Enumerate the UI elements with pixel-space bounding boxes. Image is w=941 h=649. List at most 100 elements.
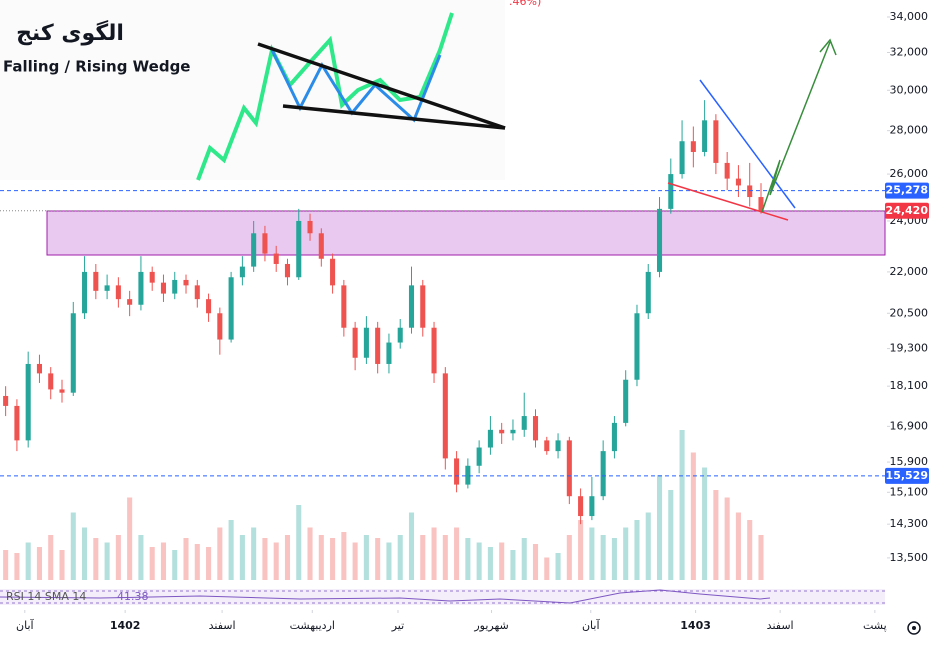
volume-bar — [115, 535, 121, 580]
candle-body — [273, 253, 279, 264]
candle-body — [25, 363, 31, 441]
candle-body — [600, 451, 606, 497]
volume-bar — [420, 535, 426, 580]
candle-body — [36, 363, 42, 374]
candle-body — [510, 429, 516, 434]
wedge-upper-line — [699, 79, 796, 209]
candle-body — [341, 285, 347, 328]
settings-icon-ring[interactable] — [907, 621, 921, 635]
volume-bar — [183, 538, 189, 580]
inset-subtitle: Falling / Rising Wedge — [3, 58, 191, 76]
rsi-label: RSI 14 SMA 14 — [6, 590, 86, 603]
candle-body — [611, 422, 617, 452]
candle-body — [747, 185, 753, 198]
volume-bar — [138, 535, 144, 580]
candle-body — [239, 266, 245, 278]
candle-body — [115, 285, 121, 300]
y-tick-label: 13,500 — [890, 551, 929, 564]
settings-icon[interactable] — [907, 621, 921, 635]
volume-bar — [296, 505, 302, 580]
candle-body — [476, 447, 482, 466]
x-tick-label: اسفند — [767, 619, 794, 632]
y-tick-label: 19,300 — [890, 342, 929, 355]
volume-bar — [702, 467, 708, 580]
candle-body — [127, 299, 133, 305]
y-tick-label: 16,900 — [890, 419, 929, 432]
candle-body — [532, 416, 539, 441]
x-tick-label: آبان — [582, 618, 600, 632]
candle-body — [363, 327, 369, 358]
candle-body — [386, 342, 392, 364]
inset: الگوی کنج Falling / Rising Wedge — [0, 0, 506, 181]
candle-body — [397, 327, 403, 343]
volume-bar — [386, 542, 392, 580]
price-label: 25,278 — [886, 184, 928, 197]
volume-bar — [645, 512, 651, 580]
volume-bar — [239, 535, 245, 580]
candle-body — [70, 313, 76, 393]
volume-bar — [217, 527, 223, 580]
candle-body — [454, 458, 460, 485]
candle-body — [668, 174, 674, 209]
volume-bar — [634, 520, 640, 580]
volume-bar — [127, 497, 133, 580]
price-label: 15,529 — [886, 469, 928, 482]
volume-bar — [611, 538, 617, 580]
volume-bar — [758, 535, 764, 580]
volume-bar — [375, 538, 381, 580]
price-line-layer — [0, 190, 885, 477]
volume-bar — [600, 535, 606, 580]
settings-icon-dot[interactable] — [912, 626, 916, 630]
rsi-pane: RSI 14 SMA 14 41.38 — [0, 589, 885, 605]
candle-body — [104, 285, 110, 291]
volume-bar — [532, 544, 539, 580]
candle-body — [499, 429, 505, 434]
candle-body — [555, 440, 561, 452]
volume-bar — [284, 535, 291, 580]
volume-bar — [589, 527, 595, 580]
candle-body — [442, 373, 448, 459]
volume-bar — [476, 542, 482, 580]
candle-body — [318, 233, 324, 259]
candle-body — [14, 405, 20, 441]
volume-bar — [555, 553, 561, 580]
candle-body — [758, 197, 764, 211]
y-tick-label: 34,000 — [890, 10, 929, 23]
candle-body — [566, 440, 572, 497]
change-fragment: .46%) — [509, 0, 541, 8]
volume-bar — [431, 527, 437, 580]
volume-bar — [194, 544, 200, 580]
volume-bar — [93, 538, 99, 580]
inset-title: الگوی کنج — [16, 19, 124, 46]
candle-body — [194, 285, 200, 300]
volume-bar — [228, 520, 234, 580]
candle-body — [160, 282, 167, 294]
inset-upper-line — [257, 42, 506, 130]
candle-body — [702, 120, 708, 152]
volume-bar — [82, 527, 88, 580]
y-tick-label: 32,000 — [890, 45, 929, 58]
candle-body — [206, 299, 212, 314]
y-tick-label: 22,000 — [890, 265, 929, 278]
volume-bar — [36, 547, 42, 580]
x-tick-label: تیر — [391, 619, 404, 632]
candle-body — [645, 271, 651, 314]
x-tick-label: آبان — [16, 618, 34, 632]
candle-body — [93, 271, 99, 291]
candle-body — [690, 141, 696, 152]
x-tick-label: اسفند — [209, 619, 236, 632]
y-tick-label: 15,100 — [890, 485, 929, 498]
volume-bar — [487, 547, 493, 580]
volume-bar — [149, 547, 155, 580]
volume-bar — [330, 538, 336, 580]
supply-zone — [46, 210, 886, 256]
candle-body — [724, 162, 730, 179]
volume-bar — [442, 535, 448, 580]
candle-body — [634, 313, 640, 380]
wedge-lower-line — [667, 182, 789, 221]
y-tick-label: 18,100 — [890, 379, 929, 392]
price-label-box — [885, 202, 929, 219]
candle-body — [420, 285, 426, 328]
volume-bar — [668, 490, 674, 580]
volume-bar — [623, 527, 629, 580]
